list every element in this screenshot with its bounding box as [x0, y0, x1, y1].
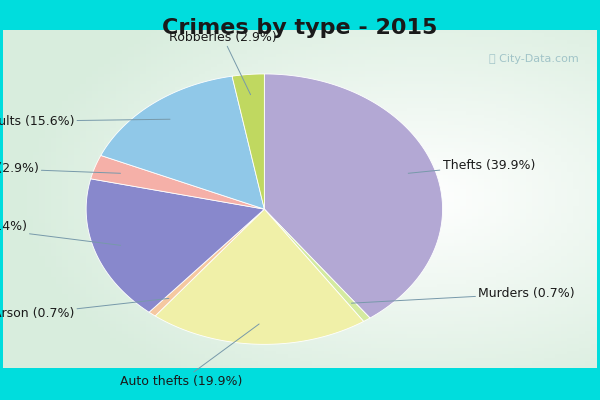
Text: Burglaries (17.4%): Burglaries (17.4%) — [0, 220, 121, 245]
Polygon shape — [265, 74, 443, 318]
Polygon shape — [155, 209, 364, 344]
Text: Assaults (15.6%): Assaults (15.6%) — [0, 115, 170, 128]
Text: Robberies (2.9%): Robberies (2.9%) — [169, 30, 277, 95]
Text: ⓘ City-Data.com: ⓘ City-Data.com — [490, 54, 579, 64]
Polygon shape — [232, 74, 265, 209]
Polygon shape — [265, 209, 370, 322]
Polygon shape — [91, 156, 265, 209]
Polygon shape — [86, 179, 265, 312]
Text: Thefts (39.9%): Thefts (39.9%) — [408, 159, 535, 173]
Polygon shape — [101, 76, 265, 209]
Text: Rapes (2.9%): Rapes (2.9%) — [0, 162, 121, 175]
Polygon shape — [149, 209, 265, 316]
Text: Auto thefts (19.9%): Auto thefts (19.9%) — [120, 324, 259, 388]
Text: Murders (0.7%): Murders (0.7%) — [352, 287, 575, 303]
Text: Arson (0.7%): Arson (0.7%) — [0, 298, 169, 320]
Text: Crimes by type - 2015: Crimes by type - 2015 — [163, 18, 437, 38]
